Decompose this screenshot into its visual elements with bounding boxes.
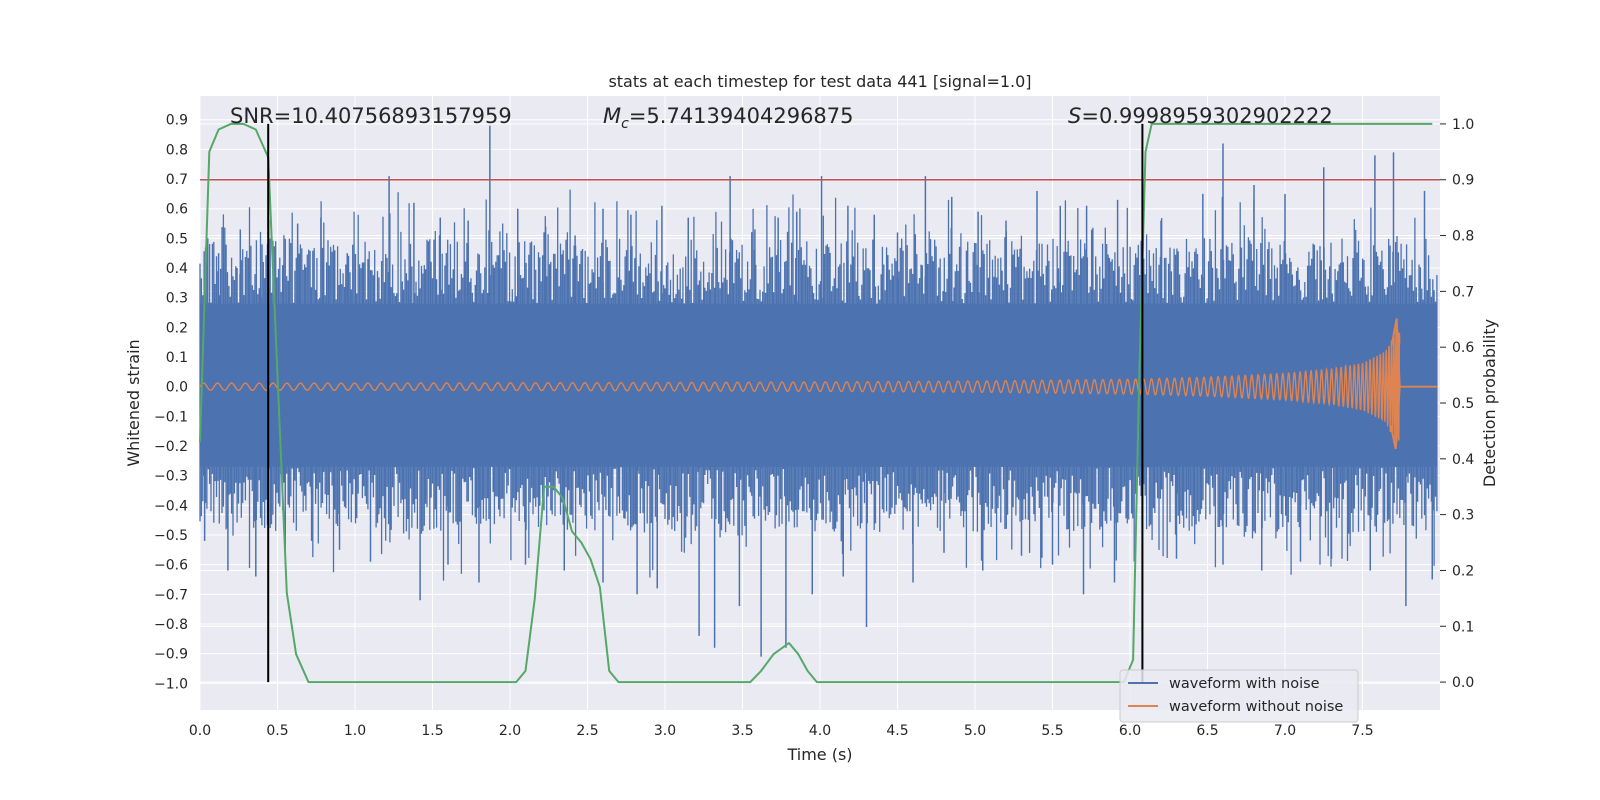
x-tick-label: 4.5 [886,723,908,739]
x-tick-label: 3.0 [654,723,676,739]
overlay [199,122,1440,684]
y-tick-label: 0.0 [166,380,188,396]
y-tick-label: −0.7 [154,587,188,603]
x-tick-label: 2.5 [576,723,598,739]
y2-tick-label: 0.2 [1452,563,1474,579]
y2-tick-label: 0.1 [1452,619,1474,635]
x-tick-label: 5.0 [964,723,986,739]
y-tick-label: 0.2 [166,320,188,336]
y-tick-label: 0.1 [166,350,188,366]
y-tick-label: 0.3 [166,291,188,307]
y-tick-label: −0.9 [154,647,188,663]
y-tick-label: −0.2 [154,439,188,455]
y2-tick-label: 0.7 [1452,284,1474,300]
x-tick-label: 5.5 [1041,723,1063,739]
x-tick-label: 4.0 [809,723,831,739]
chirp-mass-symbol: M [603,104,621,128]
x-tick-label: 3.5 [731,723,753,739]
score-value: =0.9998959302902222 [1081,104,1332,128]
x-tick-label: 7.5 [1351,723,1373,739]
legend-box [1119,669,1359,723]
x-tick-label: 1.5 [421,723,443,739]
y2-tick-label: 0.6 [1452,340,1474,356]
y-tick-label: −0.8 [154,617,188,633]
y-tick-label: 0.6 [166,202,188,218]
legend-label-clean: waveform without noise [1169,699,1343,715]
x-axis-label: Time (s) [786,745,852,764]
y2-tick-label: 0.8 [1452,229,1474,245]
y2-tick-label: 1.0 [1452,117,1474,133]
y2-axis-label: Detection probability [1480,319,1499,487]
x-tick-label: 7.0 [1274,723,1296,739]
x-tick-label: 6.5 [1196,723,1218,739]
y2-tick-label: 0.9 [1452,173,1474,189]
y-tick-label: −0.4 [154,498,188,514]
y2-tick-label: 0.4 [1452,452,1474,468]
score-annotation: S=0.9998959302902222 [1068,104,1333,128]
y-tick-label: 0.4 [166,261,188,277]
y2-tick-label: 0.5 [1452,396,1474,412]
clean-waveform-line [199,328,1401,442]
chirp-mass-annotation: Mc=5.74139404296875 [603,104,854,132]
y-tick-label: −0.5 [154,528,188,544]
y-tick-label: 0.7 [166,172,188,188]
y-tick-label: −0.1 [154,409,188,425]
y-axis-label: Whitened strain [124,339,143,466]
score-symbol: S [1068,104,1081,128]
y-tick-label: −1.0 [154,676,188,692]
y2-tick-label: 0.3 [1452,508,1474,524]
legend-label-noisy: waveform with noise [1169,676,1320,692]
chirp-mass-value: =5.74139404296875 [629,104,854,128]
x-tick-label: 0.5 [266,723,288,739]
y-tick-label: 0.5 [166,231,188,247]
chart-title: stats at each timestep for test data 441… [608,72,1031,91]
x-tick-label: 0.0 [189,723,211,739]
axes: 0.0 0.5 1.0 1.5 2.0 2.5 3.0 3.5 4.0 4.5 5.0 5.5 6.0 6… [154,113,1474,739]
y-tick-label: −0.3 [154,469,188,485]
y2-tick-label: 0.0 [1452,675,1474,691]
x-tick-label: 2.0 [499,723,521,739]
y-tick-label: 0.9 [166,113,188,129]
snr-annotation: SNR=10.40756893157959 [230,104,512,128]
legend: waveform with noise waveform without noi… [1119,669,1359,723]
series [199,125,1438,684]
x-tick-label: 6.0 [1119,723,1141,739]
y-tick-label: −0.6 [154,558,188,574]
detection-probability-line [199,122,1433,684]
y-tick-label: 0.8 [166,142,188,158]
x-tick-label: 1.0 [344,723,366,739]
chirp-mass-subscript: c [621,116,629,132]
